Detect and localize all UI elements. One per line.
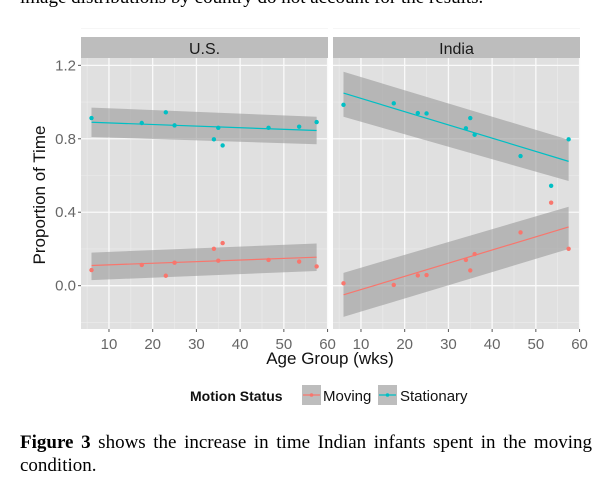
confidence-band-stationary <box>343 71 569 182</box>
caption-text: shows the increase in time Indian infant… <box>20 432 592 476</box>
facet-us: U.S. 10 20 30 40 50 60 <box>81 28 336 353</box>
data-point-stationary <box>314 119 319 125</box>
data-point-moving <box>463 257 469 263</box>
legend-point-moving <box>309 393 314 397</box>
y-tick-label: 1.2 <box>55 57 76 74</box>
facet-india: India 10 20 30 40 50 60 <box>333 28 588 353</box>
data-point-stationary <box>566 137 571 142</box>
panel-background <box>81 58 328 329</box>
data-point-moving <box>211 246 217 251</box>
data-point-stationary <box>266 125 271 130</box>
data-point-moving <box>314 264 319 269</box>
data-point-stationary <box>341 102 346 108</box>
figure-3-chart: U.S. 10 20 30 40 50 60 India 10 20 30 40 50 60 0.0 0.4 0… <box>30 28 588 405</box>
data-point-moving <box>172 260 177 265</box>
x-tick-label: 50 <box>528 336 545 353</box>
data-point-moving <box>163 273 169 278</box>
data-point-moving <box>296 259 302 264</box>
data-point-moving <box>548 200 554 205</box>
legend-title: Motion Status <box>190 388 283 404</box>
figure-caption: Figure 3 shows the increase in time Indi… <box>20 431 592 477</box>
y-tick-label: 0.4 <box>55 204 76 221</box>
x-tick-label: 10 <box>353 336 370 353</box>
legend-point-stationary <box>385 393 390 397</box>
data-point-moving <box>468 268 473 273</box>
data-point-moving <box>266 257 271 263</box>
x-tick-label: 40 <box>232 336 249 353</box>
fit-line-moving <box>91 256 317 267</box>
data-point-stationary <box>415 110 421 116</box>
data-point-stationary <box>220 143 225 148</box>
data-point-stationary <box>296 124 302 129</box>
data-point-moving <box>220 240 225 246</box>
data-point-stationary <box>89 115 94 121</box>
data-point-moving <box>472 251 477 257</box>
facet-title: India <box>439 41 474 58</box>
fit-line-stationary <box>91 121 317 132</box>
y-axis-label: Proportion of Time <box>30 126 49 265</box>
data-point-stationary <box>468 115 473 121</box>
data-point-moving <box>216 258 221 263</box>
data-point-moving <box>566 246 571 251</box>
legend-label-moving: Moving <box>323 388 371 405</box>
x-axis-label: Age Group (wks) <box>266 349 394 368</box>
data-point-stationary <box>463 126 469 131</box>
x-tick-label: 40 <box>484 336 501 353</box>
facet-strip <box>81 37 328 58</box>
data-point-stationary <box>424 111 429 116</box>
x-tick-label: 20 <box>144 336 161 353</box>
x-tick-label: 60 <box>319 336 336 353</box>
x-tick-label: 10 <box>101 336 118 353</box>
data-point-stationary <box>211 137 217 142</box>
data-point-moving <box>518 230 523 235</box>
x-tick-label: 50 <box>276 336 293 353</box>
preceding-text-line: image distributions by country do not ac… <box>20 0 483 9</box>
data-point-stationary <box>391 101 396 106</box>
data-point-moving <box>424 272 429 278</box>
x-tick-label: 30 <box>440 336 457 353</box>
data-point-stationary <box>216 125 221 130</box>
data-point-moving <box>341 281 346 286</box>
facet-title: U.S. <box>189 41 220 58</box>
data-point-moving <box>415 273 421 278</box>
facet-strip <box>333 37 580 58</box>
caption-label: Figure 3 <box>20 432 91 453</box>
legend-label-stationary: Stationary <box>400 388 468 405</box>
fit-line-stationary <box>343 92 569 162</box>
data-point-stationary <box>518 153 523 159</box>
x-tick-label: 20 <box>396 336 413 353</box>
x-tick-label: 30 <box>188 336 205 353</box>
confidence-band-moving <box>343 206 569 317</box>
data-point-moving <box>391 282 396 288</box>
data-point-moving <box>89 267 94 273</box>
x-tick-label: 60 <box>571 336 588 353</box>
y-tick-label: 0.8 <box>55 131 76 148</box>
fit-line-moving <box>343 226 569 296</box>
data-point-stationary <box>472 132 477 137</box>
y-tick-label: 0.0 <box>55 278 76 295</box>
data-point-moving <box>139 262 144 268</box>
data-point-stationary <box>172 123 177 128</box>
data-point-stationary <box>548 183 554 188</box>
data-point-stationary <box>163 110 169 115</box>
data-point-stationary <box>139 120 144 126</box>
